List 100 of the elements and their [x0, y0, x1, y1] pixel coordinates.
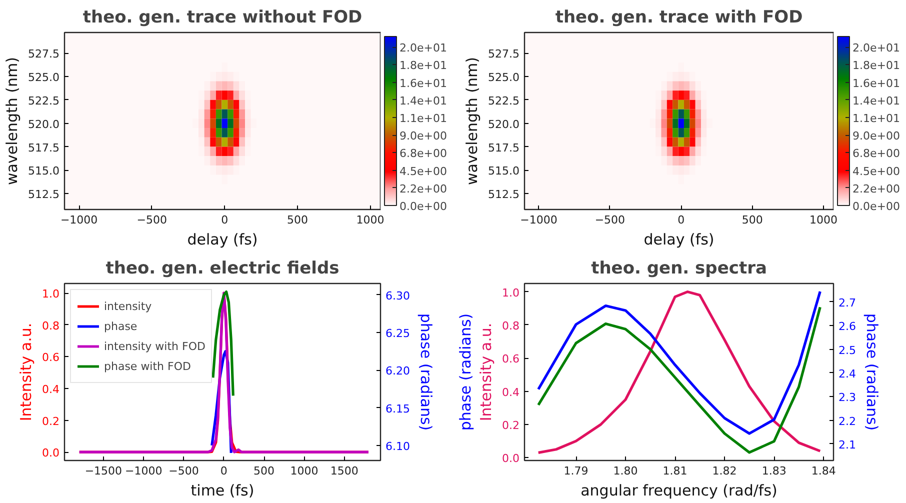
color-bar-label: 1.8e+01 — [400, 59, 447, 72]
color-bar-label: 4.5e+00 — [400, 164, 447, 178]
y-axis-title: wavelength (nm) — [463, 57, 482, 185]
y-tick-label: 520.0 — [488, 118, 520, 131]
x-tick-label: −1000 — [60, 214, 98, 226]
chart-title: theo. gen. spectra — [591, 258, 767, 278]
x-tick-label: −1000 — [124, 464, 162, 478]
y-tick-label: 512.5 — [488, 188, 520, 202]
x-axis-title: delay (fs) — [644, 230, 714, 248]
x-tick-label: 0 — [678, 214, 685, 226]
color-bar-label: 4.5e+00 — [852, 164, 900, 178]
y-tick-label: 525.0 — [488, 71, 520, 84]
y-tick-label: 512.5 — [28, 188, 60, 202]
x-axis-title: time (fs) — [190, 482, 254, 500]
legend-label: phase — [104, 319, 138, 333]
y2-tick-label: 2.6 — [838, 320, 856, 334]
y-tick-label: 525.0 — [28, 71, 60, 84]
y2-tick-label: 2.3 — [838, 391, 856, 404]
x-tick-label: 1000 — [810, 214, 838, 226]
x-tick-label: 1.80 — [613, 464, 638, 478]
color-bar-label: 1.8e+01 — [852, 59, 900, 72]
color-bar-label: 1.4e+01 — [852, 94, 900, 108]
y-tick-label: 0.0 — [502, 452, 520, 466]
color-bar-label: 6.8e+00 — [400, 147, 447, 160]
y-axis-title: wavelength (nm) — [3, 57, 22, 185]
y-tick-label: 517.5 — [28, 141, 60, 154]
y-axis-title: Intensity a.u. — [477, 322, 496, 422]
text: phase (radians) — [456, 313, 474, 431]
color-bar-label: 2.2e+00 — [852, 182, 900, 196]
y2-tick-label: 2.4 — [838, 367, 856, 380]
y-tick-label: 0.6 — [42, 351, 60, 364]
y-tick-label: 522.5 — [488, 94, 520, 108]
y2-axis-title: phase (radians) — [416, 313, 435, 431]
y-axis-title: Intensity a.u. — [17, 322, 36, 422]
y-tick-label: 517.5 — [488, 141, 520, 154]
color-bar-label: 9.0e+00 — [852, 130, 900, 143]
chart-title: theo. gen. trace with FOD — [555, 8, 803, 28]
legend-label: intensity with FOD — [104, 339, 206, 353]
y-tick-label: 0.2 — [502, 419, 520, 432]
y2-tick-label: 2.5 — [838, 344, 856, 357]
y2-tick-label: 6.15 — [386, 402, 410, 416]
y-tick-label: 515.0 — [28, 164, 60, 178]
y-tick-label: 515.0 — [488, 164, 520, 178]
y-tick-label: 0.0 — [42, 446, 60, 460]
color-bar-label: 1.6e+01 — [400, 76, 447, 90]
chart-title: theo. gen. trace without FOD — [82, 8, 362, 28]
color-bar-label: 1.1e+01 — [852, 112, 900, 125]
legend-label: phase with FOD — [104, 359, 191, 373]
x-tick-label: 1.82 — [712, 464, 737, 478]
color-bar-label: 1.6e+01 — [852, 76, 900, 90]
y2-tick-label: 6.10 — [386, 440, 410, 453]
legend-label: intensity — [104, 299, 152, 313]
y-tick-label: 522.5 — [28, 94, 60, 108]
color-bar-label: 2.0e+01 — [852, 42, 900, 55]
y-tick-label: 0.8 — [42, 319, 60, 332]
x-axis-title: delay (fs) — [187, 230, 258, 248]
chart-title: theo. gen. electric fields — [106, 258, 340, 278]
color-bar-label: 9.0e+00 — [400, 130, 447, 143]
x-tick-label: 0 — [221, 214, 228, 226]
y2-tick-label: 2.2 — [838, 414, 856, 428]
x-tick-label: 1000 — [356, 214, 384, 226]
x-tick-label: −500 — [136, 214, 167, 226]
x-tick-label: 500 — [254, 464, 275, 478]
x-tick-label: 1000 — [290, 464, 318, 478]
y2-tick-label: 6.25 — [386, 326, 410, 340]
color-bar-label: 6.8e+00 — [852, 147, 900, 160]
x-tick-label: −500 — [168, 464, 199, 478]
y2-tick-label: 2.1 — [838, 438, 856, 452]
x-tick-label: 500 — [742, 214, 763, 226]
color-bar-label: 1.4e+01 — [400, 94, 447, 108]
y2-axis-title: phase (radians) — [862, 313, 881, 431]
y-tick-label: 0.6 — [502, 352, 520, 366]
x-tick-label: 1.84 — [811, 464, 836, 478]
y2-tick-label: 2.7 — [838, 296, 856, 310]
color-bar-label: 1.1e+01 — [400, 112, 447, 125]
y-tick-label: 0.2 — [42, 414, 60, 428]
y-tick-label: 520.0 — [28, 118, 60, 131]
y-tick-label: 0.8 — [502, 319, 520, 332]
color-bar-label: 2.0e+01 — [400, 42, 447, 55]
x-tick-label: 500 — [287, 214, 308, 226]
x-tick-label: −1000 — [520, 214, 558, 226]
y-tick-label: 0.4 — [502, 386, 520, 399]
x-tick-label: 1.83 — [762, 464, 786, 478]
color-bar-label: 0.0e+00 — [400, 200, 447, 213]
y2-tick-label: 6.30 — [386, 289, 410, 302]
y-tick-label: 527.5 — [28, 48, 60, 61]
x-tick-label: 1.79 — [564, 464, 588, 478]
x-tick-label: 0 — [220, 464, 228, 478]
x-tick-label: −1500 — [84, 464, 122, 478]
y-tick-label: 1.0 — [42, 288, 60, 301]
color-bar-label: 2.2e+00 — [400, 182, 447, 196]
x-tick-label: 1.81 — [662, 464, 688, 478]
y-tick-label: 527.5 — [488, 48, 520, 61]
color-bar-label: 0.0e+00 — [852, 200, 900, 213]
y-tick-label: 1.0 — [502, 286, 520, 300]
x-tick-label: −500 — [594, 214, 626, 226]
y-tick-label: 0.4 — [42, 382, 60, 396]
x-tick-label: 1500 — [330, 464, 358, 478]
y2-tick-label: 6.20 — [386, 364, 410, 378]
x-axis-title: angular frequency (rad/fs) — [580, 482, 778, 500]
